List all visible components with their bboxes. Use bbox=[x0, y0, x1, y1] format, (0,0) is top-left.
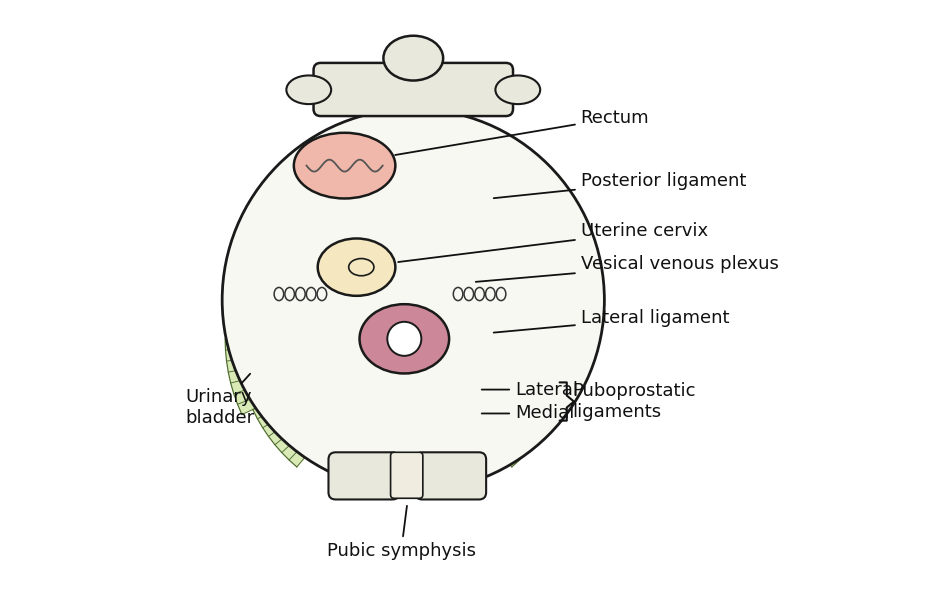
Ellipse shape bbox=[383, 36, 443, 80]
Polygon shape bbox=[404, 212, 528, 339]
Ellipse shape bbox=[222, 109, 604, 491]
Polygon shape bbox=[253, 339, 404, 467]
Circle shape bbox=[387, 322, 421, 356]
Text: Vesical venous plexus: Vesical venous plexus bbox=[476, 255, 779, 282]
Polygon shape bbox=[404, 339, 584, 415]
Polygon shape bbox=[281, 212, 404, 339]
Ellipse shape bbox=[287, 76, 331, 104]
Text: Puboprostatic
ligaments: Puboprostatic ligaments bbox=[572, 382, 696, 421]
Text: Lateral ligament: Lateral ligament bbox=[494, 309, 729, 332]
FancyBboxPatch shape bbox=[328, 452, 399, 499]
Ellipse shape bbox=[359, 304, 449, 373]
Ellipse shape bbox=[318, 238, 395, 296]
Polygon shape bbox=[225, 339, 404, 415]
Polygon shape bbox=[404, 339, 556, 467]
Text: Medial: Medial bbox=[482, 404, 574, 422]
Text: Urinary
bladder: Urinary bladder bbox=[185, 374, 254, 427]
FancyBboxPatch shape bbox=[313, 63, 513, 116]
Text: Uterine cervix: Uterine cervix bbox=[398, 223, 708, 262]
Ellipse shape bbox=[294, 133, 395, 199]
Text: Posterior ligament: Posterior ligament bbox=[494, 172, 745, 198]
Ellipse shape bbox=[496, 76, 540, 104]
FancyBboxPatch shape bbox=[415, 452, 486, 499]
Text: Pubic symphysis: Pubic symphysis bbox=[326, 506, 476, 560]
FancyBboxPatch shape bbox=[391, 452, 423, 498]
Text: Lateral: Lateral bbox=[482, 380, 578, 398]
Text: Rectum: Rectum bbox=[395, 109, 649, 155]
